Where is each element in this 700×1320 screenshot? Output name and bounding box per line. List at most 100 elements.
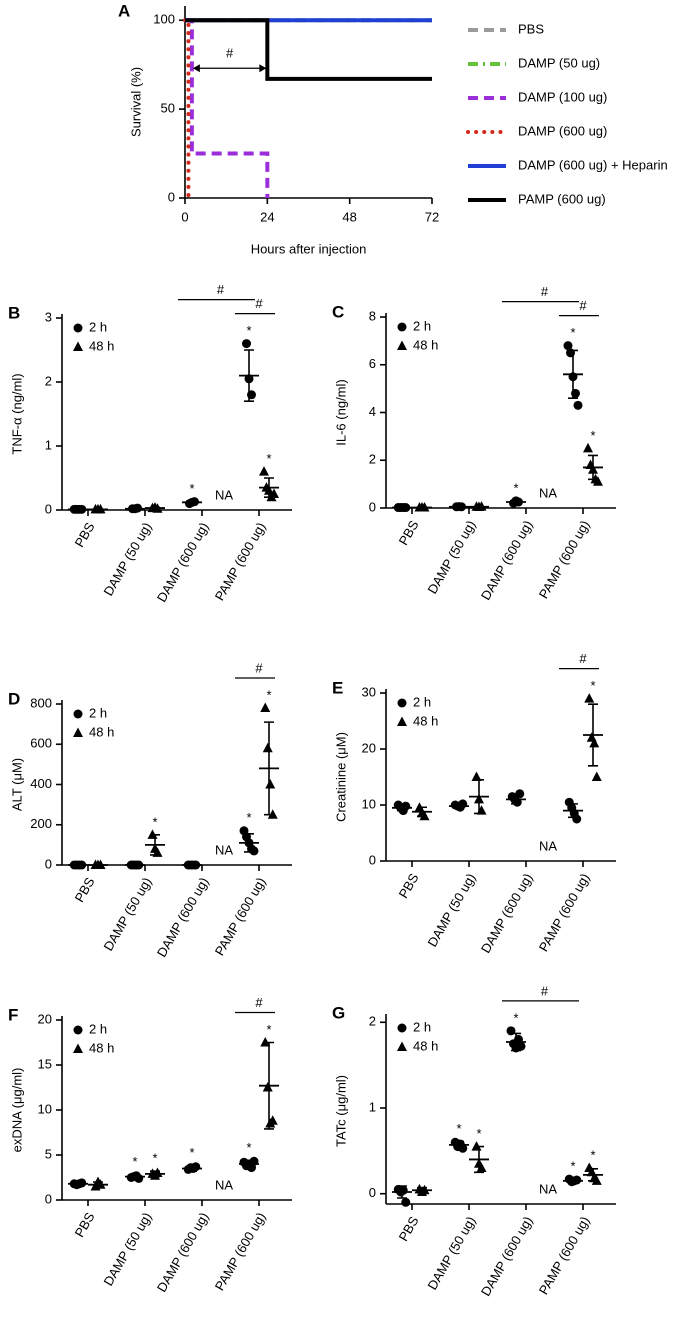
y-tick-label: 0: [168, 189, 175, 204]
x-tick-label: DAMP (50 ug): [101, 520, 155, 599]
x-tick-label: DAMP (600 ug): [478, 1214, 536, 1299]
y-tick-label: 2: [45, 373, 52, 388]
x-tick-label: DAMP (600 ug): [154, 520, 212, 605]
legend-label: 2 h: [413, 694, 431, 709]
y-tick-label: 400: [30, 776, 52, 791]
data-point: [399, 1186, 408, 1195]
legend-label: 2 h: [413, 1019, 431, 1034]
y-tick-label: 30: [362, 684, 376, 699]
significance-label: *: [189, 1145, 194, 1160]
panel-letter: G: [332, 1003, 345, 1022]
x-tick-label: PBS: [396, 517, 422, 547]
legend-label: 2 h: [89, 705, 107, 720]
y-axis-title: Survival (%): [128, 67, 143, 137]
error-bar: [130, 508, 140, 509]
legend-marker: [74, 1026, 83, 1035]
data-point: [260, 703, 270, 713]
x-tick-label: PBS: [396, 1213, 422, 1243]
y-axis-title: ALT (μM): [9, 758, 24, 811]
x-tick-label: PAMP (600 ug): [536, 518, 593, 601]
error-bar: [93, 509, 103, 510]
y-tick-label: 4: [369, 404, 376, 419]
y-tick-label: 0: [369, 499, 376, 514]
y-tick-label: 10: [362, 796, 376, 811]
significance-label: *: [152, 1151, 157, 1166]
x-tick-label: DAMP (600 ug): [478, 518, 536, 603]
y-tick-label: 0: [45, 856, 52, 871]
y-tick-label: 0: [369, 852, 376, 867]
significance-label: *: [246, 323, 251, 338]
data-point: [584, 693, 594, 703]
legend-marker: [74, 710, 83, 719]
legend-label: 48 h: [413, 337, 438, 352]
y-tick-label: 50: [161, 101, 175, 116]
x-tick-label: PAMP (600 ug): [536, 871, 593, 954]
data-point: [242, 339, 251, 348]
panel-letter: A: [118, 1, 130, 20]
panel-letter: D: [8, 689, 20, 708]
significance-label: *: [246, 810, 251, 825]
y-axis-title: Creatinine (μM): [333, 732, 348, 822]
x-tick-label: DAMP (600 ug): [154, 875, 212, 960]
x-tick-label: PBS: [396, 870, 422, 900]
x-tick-label: DAMP (600 ug): [478, 871, 536, 956]
significance-label: *: [570, 1159, 575, 1174]
error-bar: [150, 507, 160, 508]
y-tick-label: 2: [369, 1014, 376, 1029]
legend-label: 48 h: [413, 713, 438, 728]
x-tick-label: 24: [260, 209, 274, 224]
x-tick-label: 0: [181, 209, 188, 224]
x-tick-label: PAMP (600 ug): [212, 520, 269, 603]
y-axis-title: IL-6 (ng/ml): [333, 379, 348, 445]
data-point: [250, 846, 259, 855]
data-point: [401, 1198, 410, 1207]
x-axis-title: Hours after injection: [251, 241, 367, 256]
panel-letter: C: [332, 302, 344, 321]
significance-label: *: [456, 1121, 461, 1136]
y-tick-label: 20: [362, 740, 376, 755]
y-tick-label: 1: [369, 1099, 376, 1114]
panel-letter: E: [332, 678, 343, 697]
legend-marker: [397, 341, 407, 351]
legend-label: 48 h: [89, 338, 114, 353]
legend-label: DAMP (50 ug): [518, 55, 600, 70]
y-tick-label: 200: [30, 816, 52, 831]
bracket-label: #: [217, 282, 225, 297]
panel-letter: B: [8, 303, 20, 322]
data-point: [263, 1082, 273, 1092]
legend-label: DAMP (100 ug): [518, 89, 607, 104]
significance-label: *: [590, 428, 595, 443]
significance-label: *: [189, 481, 194, 496]
annotation-label: #: [226, 46, 234, 61]
y-tick-label: 800: [30, 695, 52, 710]
significance-label: *: [476, 1126, 481, 1141]
significance-label: *: [570, 325, 575, 340]
bracket-label: #: [579, 651, 587, 666]
y-tick-label: 100: [153, 12, 175, 27]
y-tick-label: 0: [369, 1185, 376, 1200]
significance-label: NA: [539, 838, 557, 853]
legend-marker: [73, 728, 83, 738]
legend-label: 2 h: [89, 319, 107, 334]
data-point: [259, 466, 269, 476]
significance-label: *: [266, 451, 271, 466]
legend-label: PAMP (600 ug): [518, 191, 606, 206]
y-tick-label: 15: [38, 1056, 52, 1071]
x-tick-label: DAMP (50 ug): [425, 518, 479, 597]
legend-label: DAMP (600 ug): [518, 123, 607, 138]
bracket-label: #: [255, 660, 263, 675]
data-point: [583, 443, 593, 453]
significance-label: NA: [215, 487, 233, 502]
x-tick-label: 48: [342, 209, 356, 224]
y-tick-label: 2: [369, 452, 376, 467]
x-tick-label: PAMP (600 ug): [536, 1214, 593, 1297]
data-point: [592, 772, 602, 782]
x-tick-label: 72: [425, 209, 439, 224]
significance-label: NA: [215, 1177, 233, 1192]
y-tick-label: 8: [369, 308, 376, 323]
x-tick-label: DAMP (50 ug): [101, 875, 155, 954]
y-axis-title: TNF-α (ng/ml): [9, 373, 24, 454]
legend-marker: [74, 324, 83, 333]
